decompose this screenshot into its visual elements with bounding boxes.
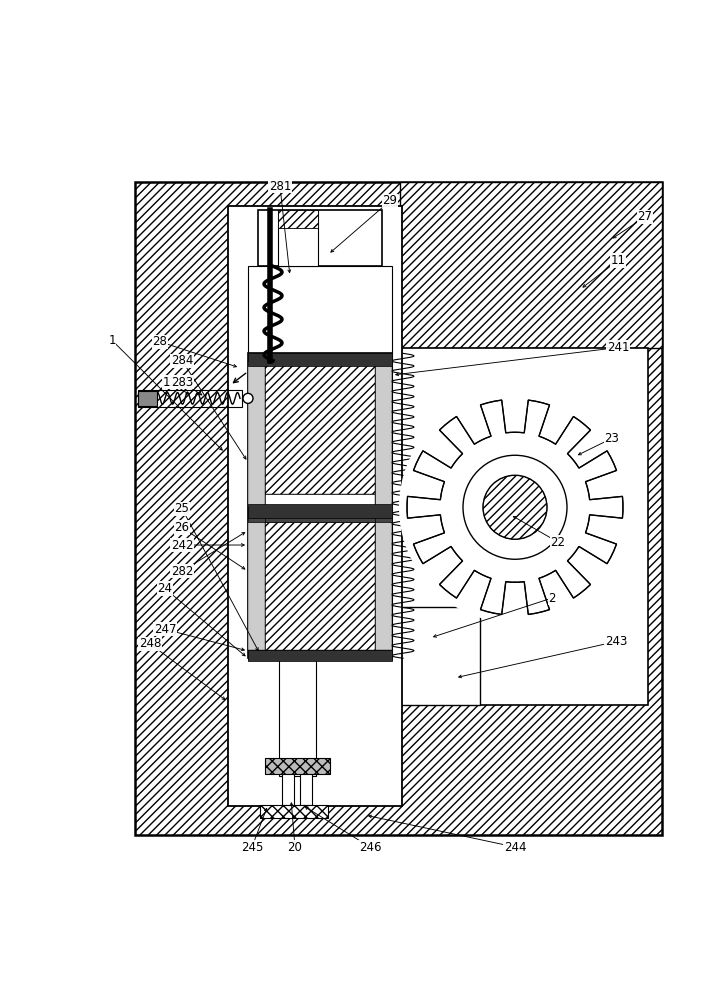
Bar — [265, 758, 330, 774]
Text: 284: 284 — [171, 354, 193, 367]
Text: 25: 25 — [174, 502, 189, 515]
Bar — [278, 210, 318, 266]
Text: 29: 29 — [383, 194, 398, 207]
Bar — [260, 805, 328, 818]
Bar — [400, 182, 662, 348]
Bar — [300, 774, 312, 805]
Bar — [253, 494, 388, 507]
Bar — [390, 607, 480, 705]
Text: 244: 244 — [504, 841, 526, 854]
Text: 11: 11 — [611, 254, 626, 267]
Bar — [279, 266, 316, 776]
Bar — [248, 353, 392, 366]
Bar — [248, 504, 392, 518]
Bar — [135, 182, 662, 835]
Bar — [248, 353, 392, 361]
Bar — [253, 522, 388, 650]
Bar — [375, 361, 392, 650]
Bar — [138, 390, 242, 407]
Circle shape — [243, 393, 253, 403]
Bar — [253, 522, 388, 650]
Text: 248: 248 — [139, 637, 161, 650]
Bar — [248, 361, 265, 650]
Text: 28: 28 — [152, 335, 168, 348]
Text: 22: 22 — [550, 536, 566, 549]
Text: 20: 20 — [287, 841, 303, 854]
Bar — [260, 805, 328, 818]
Circle shape — [399, 391, 631, 623]
Bar — [278, 210, 318, 228]
Bar — [248, 650, 392, 660]
Text: 247: 247 — [154, 623, 176, 636]
Bar — [253, 361, 388, 494]
Text: 1: 1 — [108, 334, 115, 347]
Text: 281: 281 — [269, 180, 291, 193]
Bar — [258, 210, 382, 266]
Text: 242: 242 — [171, 539, 193, 552]
Text: 245: 245 — [241, 841, 264, 854]
Text: 23: 23 — [605, 432, 619, 445]
Text: 283: 283 — [171, 376, 193, 389]
Text: 2: 2 — [548, 592, 555, 605]
Bar — [253, 361, 388, 494]
Bar — [248, 266, 392, 353]
Polygon shape — [407, 400, 623, 614]
Text: 24: 24 — [158, 582, 173, 595]
Bar — [248, 650, 392, 661]
Bar — [228, 206, 402, 806]
Text: 27: 27 — [637, 210, 653, 223]
Text: 241: 241 — [607, 341, 629, 354]
Bar — [400, 182, 662, 348]
Text: 243: 243 — [605, 635, 627, 648]
Bar — [390, 348, 648, 705]
Bar — [265, 758, 330, 774]
Circle shape — [463, 455, 567, 559]
Bar — [135, 182, 662, 835]
Bar — [248, 353, 392, 658]
Text: 12: 12 — [163, 376, 177, 389]
Bar — [138, 391, 157, 406]
Bar — [278, 210, 318, 228]
Text: 246: 246 — [359, 841, 381, 854]
Text: 26: 26 — [174, 521, 189, 534]
Bar — [248, 507, 392, 522]
Text: 282: 282 — [171, 565, 193, 578]
Bar — [282, 774, 294, 805]
